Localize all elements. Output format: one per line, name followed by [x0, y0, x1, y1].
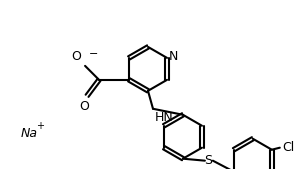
Text: +: +	[36, 121, 44, 131]
Text: Na: Na	[20, 127, 37, 140]
Text: O: O	[71, 50, 81, 63]
Text: Cl: Cl	[282, 141, 294, 154]
Text: −: −	[89, 49, 98, 59]
Text: N: N	[169, 50, 179, 63]
Text: S: S	[204, 154, 212, 167]
Text: O: O	[79, 100, 89, 113]
Text: HN: HN	[155, 111, 174, 124]
